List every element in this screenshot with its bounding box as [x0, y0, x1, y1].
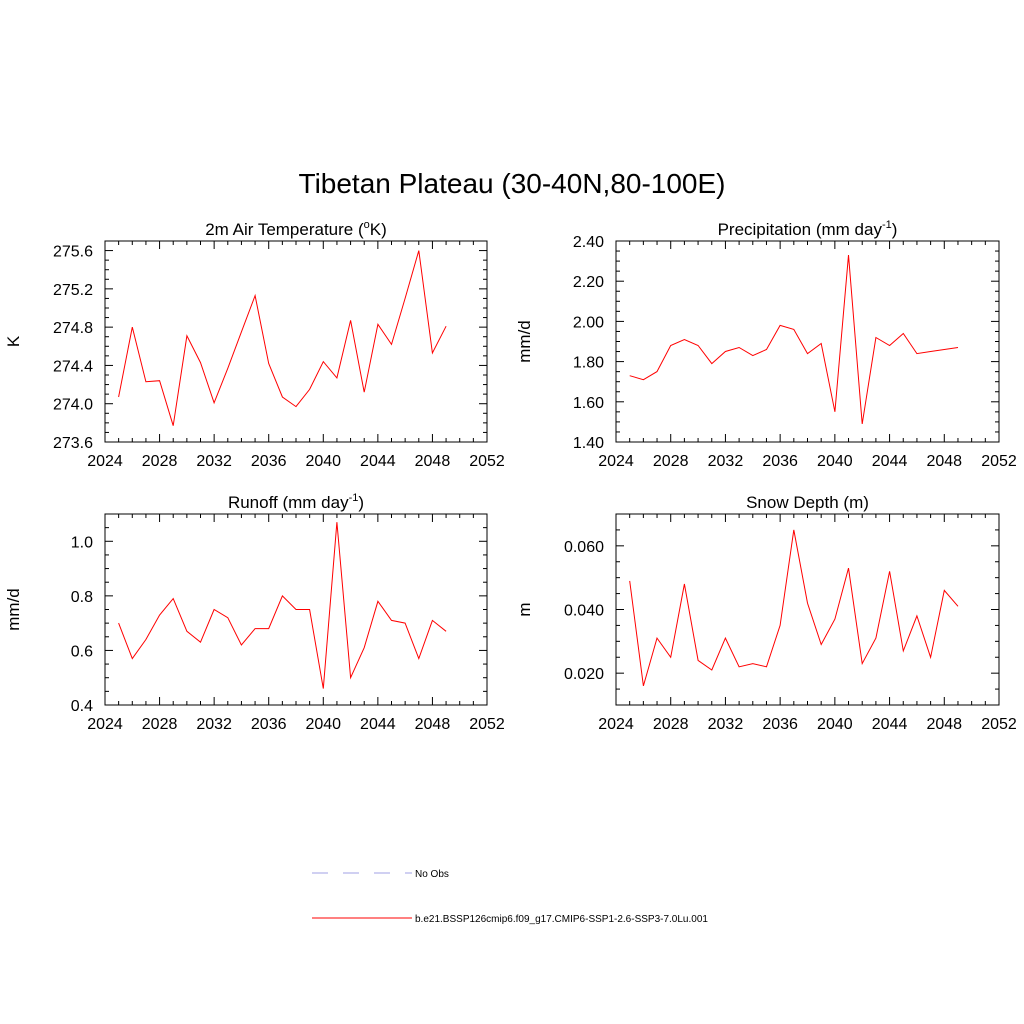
- y-tick-label: 274.0: [53, 397, 93, 414]
- series-line: [629, 255, 959, 424]
- x-tick-label: 2028: [142, 453, 178, 470]
- chart-panel-2: 2024 2028 2032 2036 2040 2044 2048 2052 1.40 1.60…: [515, 219, 1017, 470]
- x-tick-label: 2024: [87, 453, 123, 470]
- series-line: [118, 250, 447, 426]
- y-tick-label: 2.00: [573, 314, 604, 331]
- x-tick-label: 2032: [708, 453, 744, 470]
- x-tick-label: 2040: [817, 716, 853, 733]
- y-tick-label: 1.0: [71, 534, 93, 551]
- x-tick-label: 2028: [653, 716, 689, 733]
- x-tick-label: 2044: [360, 453, 396, 470]
- y-axis-label: m: [515, 602, 534, 616]
- chart-panel-4: 2024 2028 2032 2036 2040 2044 2048 2052 0.020 0.0…: [515, 493, 1017, 733]
- x-tick-label: 2024: [598, 716, 634, 733]
- x-tick-label: 2032: [196, 716, 232, 733]
- x-tick-label: 2024: [598, 453, 634, 470]
- x-tick-label: 2052: [469, 716, 505, 733]
- y-tick-label: 1.80: [573, 355, 604, 372]
- panel-title: Precipitation (mm day-1): [718, 219, 898, 239]
- x-tick-label: 2048: [415, 716, 451, 733]
- series-line: [629, 529, 959, 687]
- x-tick-label: 2036: [251, 716, 287, 733]
- y-tick-label: 0.020: [564, 666, 604, 683]
- plot-frame: [615, 513, 1000, 706]
- chart-main-title: Tibetan Plateau (30-40N,80-100E): [298, 168, 726, 199]
- y-tick-label: 2.40: [573, 234, 604, 251]
- y-tick-label: 0.4: [71, 698, 93, 715]
- x-tick-label: 2040: [817, 453, 853, 470]
- x-tick-label: 2044: [872, 453, 908, 470]
- y-tick-label: 275.6: [53, 244, 93, 261]
- x-tick-label: 2044: [872, 716, 908, 733]
- y-tick-label: 0.6: [71, 643, 93, 660]
- x-tick-label: 2032: [196, 453, 232, 470]
- x-tick-label: 2024: [87, 716, 123, 733]
- legend-label-1: No Obs: [415, 869, 449, 880]
- x-tick-label: 2036: [762, 453, 798, 470]
- y-tick-label: 0.8: [71, 589, 93, 606]
- panel-title: 2m Air Temperature (oK): [205, 219, 387, 239]
- y-tick-label: 0.040: [564, 603, 604, 620]
- x-tick-label: 2036: [762, 716, 798, 733]
- x-tick-label: 2048: [926, 453, 962, 470]
- plot-frame: [615, 240, 1000, 443]
- x-tick-label: 2040: [305, 716, 341, 733]
- legend-label-2: b.e21.BSSP126cmip6.f09_g17.CMIP6-SSP1-2.…: [415, 914, 708, 925]
- chart-panel-1: 2024 2028 2032 2036 2040 2044 2048 2052 273.6 274…: [4, 219, 505, 470]
- series-line: [118, 522, 447, 689]
- y-tick-label: 2.20: [573, 274, 604, 291]
- chart-panel-3: 2024 2028 2032 2036 2040 2044 2048 2052 0.4 0.6 0.…: [4, 492, 505, 733]
- x-tick-label: 2028: [653, 453, 689, 470]
- y-tick-label: 273.6: [53, 435, 93, 452]
- x-tick-label: 2040: [305, 453, 341, 470]
- y-axis-label: mm/d: [4, 588, 23, 631]
- x-tick-label: 2036: [251, 453, 287, 470]
- x-tick-label: 2028: [142, 716, 178, 733]
- y-tick-label: 1.60: [573, 395, 604, 412]
- x-tick-label: 2048: [926, 716, 962, 733]
- y-tick-label: 0.060: [564, 539, 604, 556]
- plot-frame: [104, 240, 488, 443]
- y-tick-label: 275.2: [53, 282, 93, 299]
- panel-title: Runoff (mm day-1): [228, 492, 364, 512]
- x-tick-label: 2052: [981, 453, 1017, 470]
- legend: No Obs b.e21.BSSP126cmip6.f09_g17.CMIP6-S…: [312, 869, 708, 925]
- y-tick-label: 274.8: [53, 320, 93, 337]
- y-tick-label: 274.4: [53, 358, 93, 375]
- y-axis-label: mm/d: [515, 320, 534, 363]
- y-axis-label: K: [4, 335, 23, 347]
- x-tick-label: 2052: [981, 716, 1017, 733]
- y-tick-label: 1.40: [573, 435, 604, 452]
- x-tick-label: 2048: [415, 453, 451, 470]
- x-tick-label: 2044: [360, 716, 396, 733]
- x-tick-label: 2032: [708, 716, 744, 733]
- panel-title: Snow Depth (m): [746, 493, 869, 512]
- x-tick-label: 2052: [469, 453, 505, 470]
